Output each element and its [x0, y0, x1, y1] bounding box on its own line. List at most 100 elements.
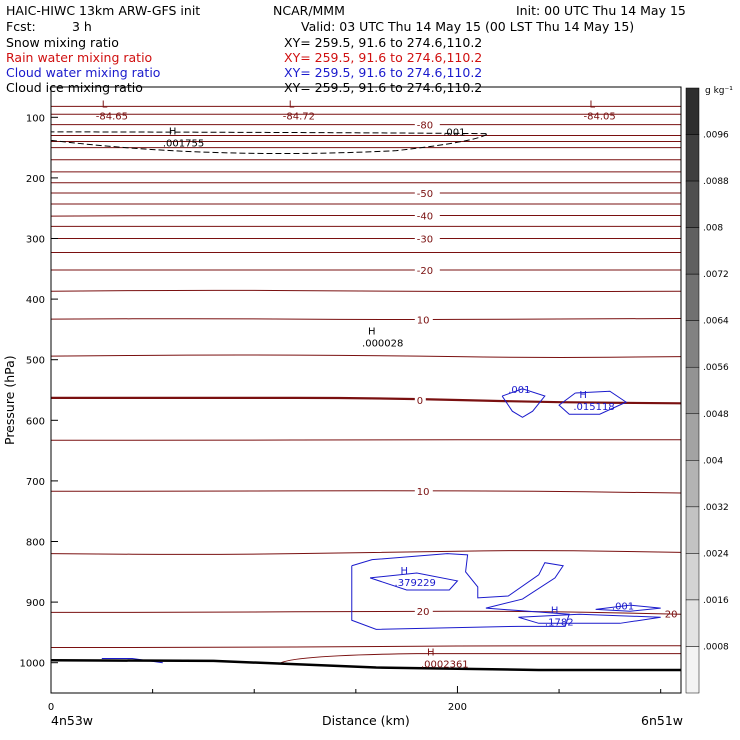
field-xy: XY= 259.5, 91.6 to 274.6,110.2: [284, 65, 482, 80]
contour-label: .001: [508, 385, 530, 396]
colorbar-swatch: [685, 273, 700, 321]
temperature-contour: [51, 354, 681, 358]
colorbar-swatch: [685, 366, 700, 415]
cloud-water-contour: [518, 613, 661, 624]
colorbar-unit: g kg⁻¹: [705, 86, 733, 96]
extremum-value: .379229: [395, 578, 436, 589]
extremum-value: .0002361: [421, 660, 469, 671]
colorbar-swatch: [685, 134, 700, 182]
cloud-water-contour: [595, 604, 661, 612]
colorbar-tick-label: .0048: [703, 410, 729, 420]
contour-label-bg: [414, 484, 433, 497]
colorbar-swatch: [685, 599, 700, 647]
cloud-water-contour: [558, 390, 628, 415]
extremum-value: .000028: [362, 339, 403, 350]
colorbar-tick-label: .0088: [703, 177, 729, 187]
y-axis-label: Pressure (hPa): [2, 355, 17, 445]
y-tick-label: 800: [26, 538, 45, 549]
y-tick-label: 200: [26, 174, 45, 185]
contour-label: 20: [665, 609, 678, 620]
field-xy: XY= 259.5, 91.6 to 274.6,110.2: [284, 50, 482, 65]
temperature-contour-label: -40: [417, 211, 433, 222]
contour-label-bg: [414, 313, 433, 326]
x-tick-label: 200: [448, 702, 467, 713]
temperature-contour-label: 0: [417, 396, 423, 407]
y-tick-label: 500: [26, 356, 45, 367]
contour-label-bg: [414, 209, 440, 222]
ground-line: [51, 659, 681, 672]
temperature-contour-label: -50: [417, 189, 433, 200]
cloud-water-contour: [369, 572, 459, 591]
temperature-contour-label: 10: [417, 315, 430, 326]
temperature-contour-label: -20: [417, 266, 433, 277]
colorbar-tick-label: .004: [703, 456, 723, 466]
init-time: Init: 00 UTC Thu 14 May 15: [516, 3, 686, 18]
plot-area: 2010010-20-30-40-50-80.001.001.00120L-84…: [51, 99, 681, 672]
y-tick-label: 900: [26, 598, 45, 609]
extremum-marker: L: [289, 99, 295, 110]
contour-label-bg: [414, 187, 440, 200]
x-tick-label: 0: [48, 702, 54, 713]
colorbar-tick-label: .0024: [703, 549, 729, 559]
temperature-contour: [51, 396, 681, 405]
colorbar-tick-label: .0016: [703, 596, 729, 606]
extremum-marker: H: [368, 327, 376, 338]
temperature-contour-label: 10: [417, 487, 430, 498]
temperature-contour: [51, 214, 681, 217]
extremum-marker: L: [590, 99, 596, 110]
contour-label-bg: [414, 393, 426, 406]
plot-frame: [50, 86, 682, 694]
y-tick-label: 1000: [20, 659, 45, 670]
extremum-value: -84.05: [584, 111, 616, 122]
colorbar-tick-label: .0056: [703, 363, 729, 373]
x-endpoint-right: 6n51w: [641, 713, 683, 728]
colorbar-tick-label: .0072: [703, 270, 729, 280]
y-tick-label: 700: [26, 477, 45, 488]
colorbar-swatch: [685, 87, 700, 135]
colorbar-swatch: [685, 553, 700, 601]
y-tick-label: 300: [26, 235, 45, 246]
title-mid: NCAR/MMM: [273, 3, 345, 18]
contour-label-bg: [414, 605, 433, 618]
colorbar-tick-label: .0096: [703, 131, 729, 141]
y-tick-label: 600: [26, 416, 45, 427]
extremum-marker: H: [551, 605, 559, 616]
extremum-value: .015118: [573, 402, 614, 413]
extremum-value: -84.65: [96, 111, 128, 122]
colorbar-swatch: [685, 460, 700, 508]
colorbar-swatch: [685, 646, 700, 694]
temperature-contour-label: 20: [417, 607, 430, 618]
extremum-marker: H: [579, 390, 587, 401]
temperature-contour: [51, 645, 681, 649]
temperature-contour-label: -80: [417, 121, 433, 132]
contour-label-bg: [414, 118, 440, 131]
rain-contour: [278, 653, 681, 665]
temperature-contour: [51, 550, 681, 555]
colorbar-swatch: [685, 227, 700, 275]
field-name: Snow mixing ratio: [6, 35, 119, 50]
temperature-contour-label: -30: [417, 235, 433, 246]
extremum-marker: H: [169, 127, 177, 138]
extremum-value: -84.72: [283, 111, 315, 122]
temperature-contour: [51, 289, 681, 293]
contour-label-bg: [414, 264, 440, 277]
fcst-label: Fcst:: [6, 19, 36, 34]
temperature-contour: [51, 490, 681, 494]
temperature-contour: [51, 439, 681, 441]
colorbar: .0096 .0088 .008 .0072 .0064 .0056 .0048 .004 .0…: [685, 87, 729, 694]
temperature-contour: [51, 610, 681, 615]
field-legend: Snow mixing ratio XY= 259.5, 91.6 to 274.…: [6, 35, 482, 95]
contour-label-bg: [414, 232, 440, 245]
y-tick-label: 100: [26, 113, 45, 124]
extremum-marker: H: [427, 648, 435, 659]
y-tick-label: 400: [26, 295, 45, 306]
colorbar-tick-label: .0008: [703, 642, 729, 652]
colorbar-tick-label: .008: [703, 224, 723, 234]
colorbar-swatch: [685, 180, 700, 228]
extremum-value: .1782: [545, 617, 574, 628]
temperature-contour: [51, 317, 681, 321]
extremum-marker: L: [102, 99, 108, 110]
colorbar-tick-label: .0032: [703, 503, 729, 513]
colorbar-swatch: [685, 413, 700, 461]
